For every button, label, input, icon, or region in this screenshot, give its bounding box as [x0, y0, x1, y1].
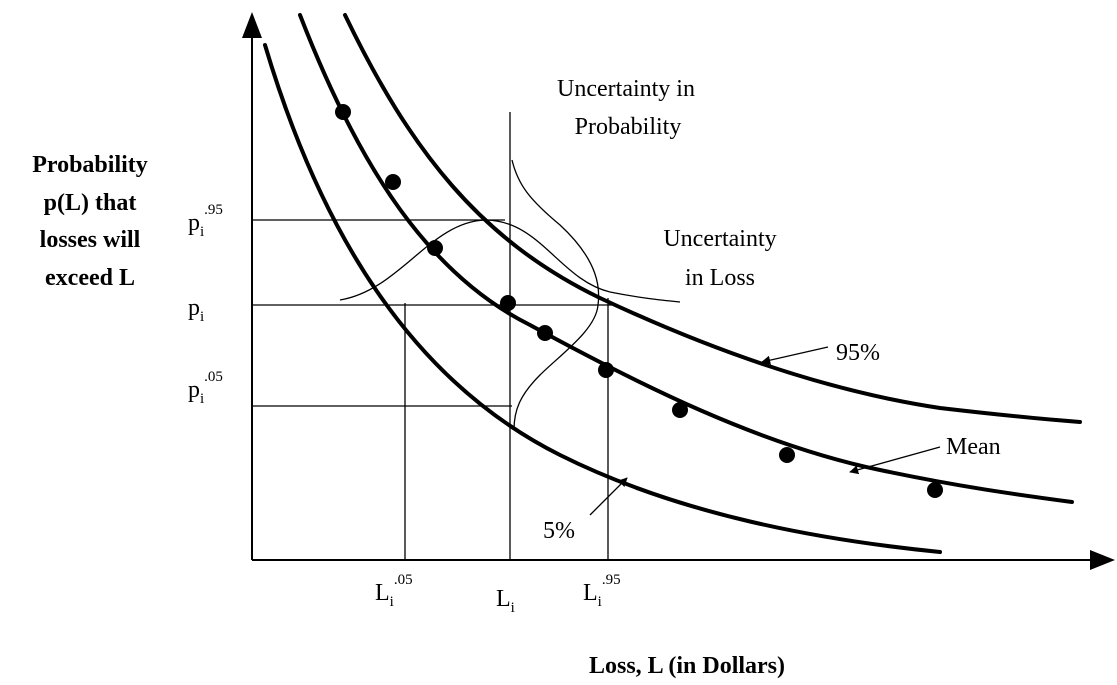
sub: i — [200, 224, 204, 240]
base: L — [583, 580, 598, 606]
sub: i — [200, 309, 204, 325]
base: L — [496, 586, 511, 612]
y-axis-label: Probability p(L) that losses will exceed… — [32, 152, 148, 291]
sub: i — [598, 594, 602, 610]
base: p — [188, 210, 200, 236]
y-tick-label: pi — [188, 295, 204, 325]
point — [500, 295, 516, 311]
point — [537, 325, 553, 341]
base: p — [188, 377, 200, 403]
y-axis-label-line: Probability — [32, 152, 148, 178]
point — [335, 104, 351, 120]
point — [672, 402, 688, 418]
point — [385, 174, 401, 190]
sup: .05 — [394, 572, 413, 588]
probability-distribution — [511, 159, 600, 431]
annotation: Mean — [946, 434, 1001, 460]
x-tick-label: Li.95 — [583, 572, 621, 610]
mean-points — [335, 104, 943, 498]
y-tick-label: pi.95 — [188, 202, 223, 240]
annotation: Uncertainty — [663, 226, 776, 252]
x-tick-label: Li.05 — [375, 572, 413, 610]
annotation: Probability — [575, 114, 682, 140]
point — [598, 362, 614, 378]
x-tick-label: Li — [496, 586, 515, 616]
sub: i — [511, 600, 515, 616]
sub: i — [390, 594, 394, 610]
arrow-5 — [589, 477, 628, 516]
point — [427, 240, 443, 256]
sup: .95 — [602, 572, 621, 588]
arrow-95 — [761, 346, 829, 365]
loss-distribution — [339, 219, 681, 303]
base: L — [375, 580, 390, 606]
curve-mean — [298, 13, 1074, 504]
curve-5 — [263, 43, 942, 554]
x-axis-label: Loss, L (in Dollars) — [589, 653, 785, 679]
x-axis-arrow — [1090, 550, 1115, 570]
y-axis-label-line: p(L) that — [44, 190, 137, 216]
annotation: 95% — [836, 340, 880, 366]
base: p — [188, 295, 200, 321]
y-tick-label: pi.05 — [188, 369, 223, 407]
y-axis-label-line: losses will — [40, 227, 141, 253]
annotation: Uncertainty in — [557, 76, 695, 102]
point — [927, 482, 943, 498]
annotation: in Loss — [685, 265, 755, 291]
point — [779, 447, 795, 463]
y-axis-label-line: exceed L — [45, 265, 135, 291]
y-axis-arrow — [242, 12, 262, 38]
sup: .05 — [204, 369, 223, 385]
curve-95 — [343, 13, 1082, 424]
annotation: 5% — [543, 518, 575, 544]
sub: i — [200, 391, 204, 407]
arrow-mean — [849, 446, 941, 475]
sup: .95 — [204, 202, 223, 218]
